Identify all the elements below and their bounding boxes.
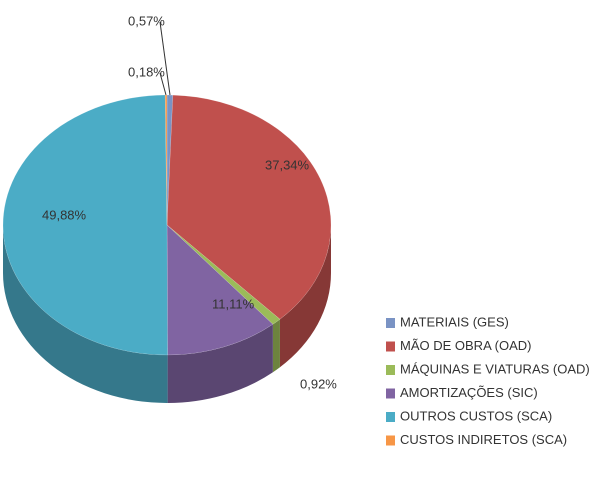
slice [166, 224, 281, 325]
slice [166, 94, 332, 320]
data-label: 37,34% [265, 157, 310, 172]
legend-swatch [386, 341, 395, 352]
slice-side [3, 225, 168, 404]
data-label: 0,18% [128, 64, 165, 79]
slice [2, 94, 168, 356]
legend-swatch [386, 318, 395, 328]
legend-label: OUTROS CUSTOS (SCA) [400, 408, 552, 423]
legend-label: MÁQUINAS E VIATURAS (OAD) [400, 361, 590, 376]
legend-swatch [386, 435, 395, 446]
slice [166, 224, 274, 356]
slice-side [272, 319, 280, 373]
slice-side [279, 225, 331, 368]
slice [164, 94, 168, 226]
data-label: 49,88% [42, 207, 87, 222]
data-label: 0,57% [128, 13, 165, 28]
leader-line [159, 72, 167, 96]
legend-label: AMORTIZAÇÕES (SIC) [400, 385, 538, 400]
data-label: 0,92% [300, 376, 337, 391]
legend-label: CUSTOS INDIRETOS (SCA) [400, 432, 567, 447]
slice [166, 94, 174, 226]
legend-swatch [386, 412, 395, 422]
legend-swatch [386, 388, 395, 399]
legend-label: MATERIAIS (GES) [400, 314, 509, 329]
legend-label: MÃO DE OBRA (OAD) [400, 338, 531, 353]
data-label: 11,11% [212, 296, 255, 311]
slice-side [167, 324, 273, 403]
leader-line [159, 21, 171, 96]
legend-swatch [386, 365, 395, 375]
